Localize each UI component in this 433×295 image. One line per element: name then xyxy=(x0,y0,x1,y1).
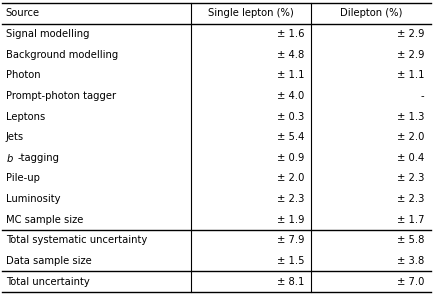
Text: ± 7.9: ± 7.9 xyxy=(277,235,304,245)
Text: ± 0.3: ± 0.3 xyxy=(277,112,304,122)
Text: ± 2.3: ± 2.3 xyxy=(397,194,424,204)
Text: ± 1.7: ± 1.7 xyxy=(397,215,424,225)
Text: ± 8.1: ± 8.1 xyxy=(277,277,304,287)
Text: Total systematic uncertainty: Total systematic uncertainty xyxy=(6,235,147,245)
Text: Leptons: Leptons xyxy=(6,112,45,122)
Text: ± 2.0: ± 2.0 xyxy=(277,173,304,183)
Text: ± 1.1: ± 1.1 xyxy=(277,70,304,80)
Text: ± 4.8: ± 4.8 xyxy=(277,50,304,60)
Text: Dilepton (%): Dilepton (%) xyxy=(339,8,402,18)
Text: Data sample size: Data sample size xyxy=(6,256,91,266)
Text: ± 2.3: ± 2.3 xyxy=(277,194,304,204)
Text: ± 1.5: ± 1.5 xyxy=(277,256,304,266)
Text: Signal modelling: Signal modelling xyxy=(6,29,89,39)
Text: -tagging: -tagging xyxy=(18,153,60,163)
Text: Background modelling: Background modelling xyxy=(6,50,118,60)
Text: MC sample size: MC sample size xyxy=(6,215,83,225)
Text: Single lepton (%): Single lepton (%) xyxy=(208,8,294,18)
Text: ± 2.3: ± 2.3 xyxy=(397,173,424,183)
Text: ± 1.3: ± 1.3 xyxy=(397,112,424,122)
Text: ± 4.0: ± 4.0 xyxy=(277,91,304,101)
Text: ± 1.9: ± 1.9 xyxy=(277,215,304,225)
Text: Total uncertainty: Total uncertainty xyxy=(6,277,89,287)
Text: ± 3.8: ± 3.8 xyxy=(397,256,424,266)
Text: ± 1.1: ± 1.1 xyxy=(397,70,424,80)
Text: -: - xyxy=(421,91,424,101)
Text: ± 5.4: ± 5.4 xyxy=(277,132,304,142)
Text: ± 2.0: ± 2.0 xyxy=(397,132,424,142)
Text: ± 0.4: ± 0.4 xyxy=(397,153,424,163)
Text: $b$: $b$ xyxy=(6,152,13,164)
Text: ± 2.9: ± 2.9 xyxy=(397,50,424,60)
Text: Photon: Photon xyxy=(6,70,40,80)
Text: ± 1.6: ± 1.6 xyxy=(277,29,304,39)
Text: Luminosity: Luminosity xyxy=(6,194,60,204)
Text: ± 0.9: ± 0.9 xyxy=(277,153,304,163)
Text: ± 5.8: ± 5.8 xyxy=(397,235,424,245)
Text: ± 7.0: ± 7.0 xyxy=(397,277,424,287)
Text: ± 2.9: ± 2.9 xyxy=(397,29,424,39)
Text: Prompt-photon tagger: Prompt-photon tagger xyxy=(6,91,116,101)
Text: Source: Source xyxy=(6,8,40,18)
Text: Jets: Jets xyxy=(6,132,24,142)
Text: Pile-up: Pile-up xyxy=(6,173,39,183)
